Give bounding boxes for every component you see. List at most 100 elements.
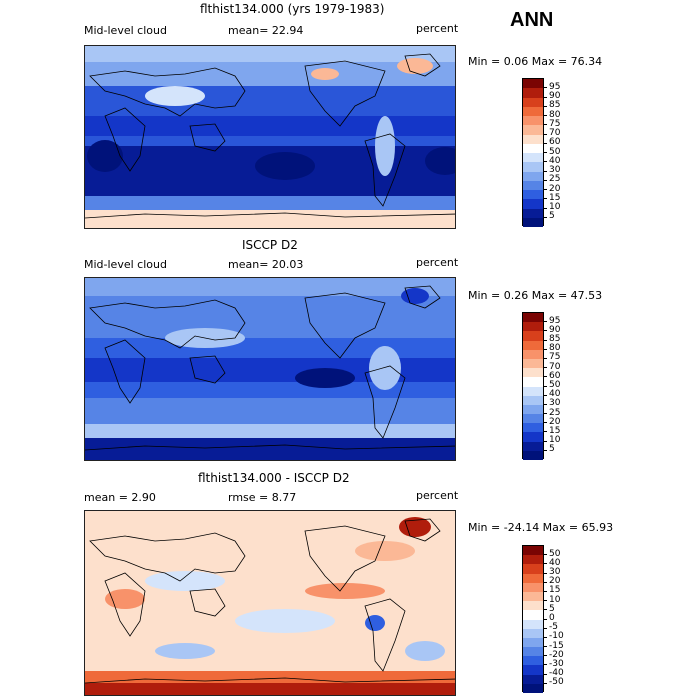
colorbar-tick-label: -40	[549, 668, 564, 679]
colorbar-tick-label: 30	[549, 567, 561, 578]
panel2-variable-label: Mid-level cloud	[84, 258, 167, 271]
colorbar-tick-label: 40	[549, 557, 561, 568]
colorbar-tick-label: 80	[549, 343, 561, 354]
colorbar-tick-mark	[543, 646, 547, 648]
colorbar-tick-label: 60	[549, 137, 561, 148]
panel3-title: flthist134.000 - ISCCP D2	[198, 471, 350, 485]
colorbar-swatch	[523, 153, 543, 163]
colorbar-swatch	[523, 683, 543, 693]
colorbar-tick-mark	[543, 321, 547, 323]
colorbar-tick-label: 20	[549, 576, 561, 587]
colorbar-swatch	[523, 134, 543, 144]
colorbar-swatch	[523, 591, 543, 602]
panel3-map-field	[85, 517, 455, 695]
colorbar-tick-mark	[543, 394, 547, 396]
panel1-minmax: Min = 0.06 Max = 76.34	[468, 55, 603, 68]
colorbar-swatch	[523, 217, 543, 227]
colorbar-tick-mark	[543, 682, 547, 684]
colorbar-swatch	[523, 143, 543, 153]
colorbar-tick-mark	[543, 152, 547, 153]
colorbar-swatch	[523, 637, 543, 648]
colorbar-tick-label: 75	[549, 118, 561, 129]
colorbar-tick-mark	[543, 105, 547, 107]
colorbar-swatch	[523, 386, 543, 396]
colorbar-swatch	[523, 377, 543, 387]
panel3-minmax: Min = -24.14 Max = 65.93	[468, 521, 614, 534]
colorbar-tick-mark	[543, 590, 547, 592]
colorbar-tick-mark	[543, 142, 547, 144]
colorbar-swatch	[523, 601, 543, 611]
colorbar-tick-mark	[543, 449, 547, 451]
colorbar-tick-mark	[543, 431, 547, 433]
colorbar-tick-mark	[543, 357, 547, 359]
colorbar-tick-label: 85	[549, 334, 561, 345]
colorbar-tick-mark	[543, 403, 547, 405]
colorbar-swatch	[523, 564, 543, 574]
colorbar-swatch	[523, 106, 543, 116]
colorbar-swatch	[523, 619, 543, 629]
colorbar-tick-mark	[543, 330, 547, 332]
colorbar-tick-label: 40	[549, 389, 561, 400]
panel2-map-field	[85, 278, 455, 460]
colorbar-tick-mark	[543, 422, 547, 424]
colorbar-tick-label: 95	[549, 81, 561, 92]
colorbar-tick-label: 75	[549, 352, 561, 363]
colorbar-swatch	[523, 610, 543, 620]
panel3-mean-label: mean = 2.90	[84, 491, 156, 504]
colorbar-tick-label: 20	[549, 416, 561, 427]
colorbar-tick-mark	[543, 376, 547, 378]
panel1-colorbar	[522, 78, 544, 227]
colorbar-swatch	[523, 313, 543, 323]
colorbar-swatch	[523, 88, 543, 98]
panel2-mean-label: mean= 20.03	[228, 258, 304, 271]
colorbar-tick-label: -20	[549, 649, 564, 660]
colorbar-swatch	[523, 125, 543, 135]
colorbar-tick-mark	[543, 133, 547, 135]
panel3-colorbar	[522, 545, 544, 693]
colorbar-swatch	[523, 180, 543, 190]
colorbar-swatch	[523, 208, 543, 218]
colorbar-tick-mark	[543, 161, 547, 163]
colorbar-tick-mark	[543, 198, 547, 200]
panel2-map	[84, 277, 456, 461]
panel3-map	[84, 510, 456, 696]
colorbar-tick-mark	[543, 115, 547, 116]
colorbar-tick-mark	[543, 348, 547, 350]
colorbar-tick-label: 90	[549, 324, 561, 335]
colorbar-tick-mark	[543, 655, 547, 657]
colorbar-tick-label: 25	[549, 407, 561, 418]
colorbar-swatch	[523, 665, 543, 675]
colorbar-tick-mark	[543, 189, 547, 190]
colorbar-tick-label: -15	[549, 640, 564, 651]
colorbar-tick-mark	[543, 339, 547, 341]
colorbar-tick-label: 10	[549, 594, 561, 605]
colorbar-tick-label: 80	[549, 109, 561, 120]
colorbar-tick-label: -5	[549, 622, 558, 633]
colorbar-tick-mark	[543, 385, 547, 387]
panel2-colorbar	[522, 312, 544, 460]
colorbar-tick-label: 25	[549, 174, 561, 185]
colorbar-swatch	[523, 340, 543, 350]
panel1-mean-label: mean= 22.94	[228, 24, 304, 37]
colorbar-swatch	[523, 97, 543, 107]
colorbar-tick-label: 40	[549, 155, 561, 166]
colorbar-tick-mark	[543, 207, 547, 209]
season-label: ANN	[510, 9, 554, 31]
colorbar-tick-mark	[543, 572, 547, 574]
colorbar-tick-mark	[543, 636, 547, 638]
colorbar-tick-mark	[543, 563, 547, 565]
colorbar-tick-label: -10	[549, 631, 564, 642]
colorbar-swatch	[523, 573, 543, 583]
colorbar-tick-mark	[543, 216, 547, 218]
colorbar-tick-label: 50	[549, 380, 561, 390]
colorbar-tick-mark	[543, 170, 547, 172]
colorbar-tick-label: 30	[549, 165, 561, 175]
colorbar-tick-mark	[543, 179, 547, 181]
colorbar-swatch	[523, 414, 543, 424]
colorbar-tick-label: 30	[549, 398, 561, 409]
colorbar-swatch	[523, 555, 543, 565]
colorbar-tick-label: 15	[549, 585, 561, 596]
colorbar-tick-mark	[543, 600, 547, 602]
colorbar-tick-label: -50	[549, 677, 564, 688]
colorbar-tick-label: 15	[549, 192, 561, 203]
